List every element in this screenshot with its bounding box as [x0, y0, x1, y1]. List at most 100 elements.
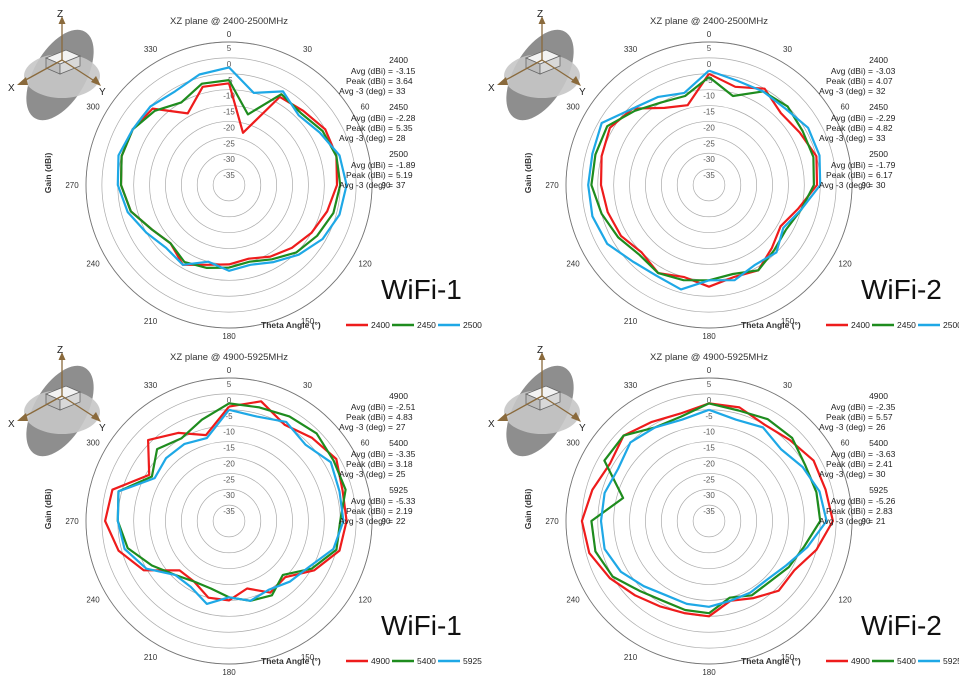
series-line-2400 [599, 72, 819, 288]
angle-tick-label: 0 [707, 30, 712, 39]
stats-value-avg3: 26 [876, 422, 886, 432]
stats-heading: 4900 [869, 391, 888, 401]
stats-heading: 2450 [389, 102, 408, 112]
stats-value-avg3: 32 [876, 86, 886, 96]
stats-label-peak: Peak (dBi) = [346, 459, 393, 469]
stats-label-peak: Peak (dBi) = [346, 170, 393, 180]
angle-tick-label: 210 [144, 317, 158, 326]
y-axis-arrow [541, 395, 577, 419]
axis-label-y: Y [99, 87, 106, 98]
axis-label-z: Z [57, 345, 63, 356]
chart-panel-1: Z X Y 5 0 -5 -10 -15 -20 -25 -30 -35 0 30 60 90 120 150 18… [0, 0, 482, 341]
grid-ring [692, 168, 726, 202]
radial-tick-label: 0 [227, 396, 232, 405]
stats-value-avg3: 22 [396, 516, 406, 526]
stats-value-peak: 2.83 [876, 506, 893, 516]
radial-tick-label: 5 [707, 44, 712, 53]
gain-axis-label: Gain (dBi) [43, 489, 53, 530]
stats-label-peak: Peak (dBi) = [826, 170, 873, 180]
radial-tick-label: -5 [705, 76, 713, 85]
radial-tick-label: -30 [703, 491, 715, 500]
angle-tick-label: 210 [624, 653, 638, 662]
chart-2-svg: Z X Y 5 0 -5 -10 -15 -20 -25 -30 -35 0 30 60 90 120 150 18… [488, 9, 959, 341]
stats-value-peak: 3.18 [396, 459, 413, 469]
series-line-2500 [116, 66, 348, 272]
orientation-icon: Z X Y [8, 345, 106, 457]
legend-label-2400: 2400 [851, 320, 870, 330]
z-arrowhead [538, 352, 546, 360]
radial-tick-label: -30 [703, 155, 715, 164]
chart-title: XZ plane @ 2400-2500MHz [170, 16, 288, 27]
stats-label-avg3: Avg -3 (deg) = [819, 133, 873, 143]
stats-value-avg: -2.51 [396, 402, 416, 412]
stats-label-avg: Avg (dBi) = [831, 66, 873, 76]
x-arrowhead [497, 413, 508, 421]
angle-tick-label: 270 [65, 517, 79, 526]
stats-value-avg: -5.26 [876, 496, 896, 506]
series-line-4900 [103, 400, 348, 602]
radial-tick-label: 0 [707, 60, 712, 69]
stats-value-avg: -2.29 [876, 113, 896, 123]
angle-tick-label: 0 [227, 366, 232, 375]
x-arrowhead [497, 77, 508, 85]
xy-plane-disk [504, 390, 580, 434]
chart-3-svg: ZX Y50-5-10-15-20-25-30-35030609012015018… [8, 345, 482, 677]
angle-tick-label: 30 [783, 381, 792, 390]
chart-panel-3: Z X Y 5 0 -5 -10 -15 -20 -25 -30 -35 0 30 60 90 120 150 18… [0, 336, 482, 677]
radial-tick-label: -35 [703, 507, 715, 516]
chart-panel-4: Z X Y 5 0 -5 -10 -15 -20 -25 -30 -35 0 30 60 90 120 150 18… [480, 336, 959, 677]
legend-label-2400: 2400 [371, 320, 390, 330]
radial-tick-label: -20 [703, 123, 715, 132]
grid-ring [629, 441, 789, 601]
angle-tick-label: 0 [227, 30, 232, 39]
axis-label-x: X [8, 83, 15, 94]
stats-value-peak: 4.82 [876, 123, 893, 133]
grid-ring [676, 152, 742, 218]
angle-tick-label: 30 [303, 381, 312, 390]
stats-value-avg: -1.89 [396, 160, 416, 170]
angle-tick-label: 60 [361, 103, 370, 112]
theta-axis-label: Theta Angle (°) [741, 656, 801, 666]
z-arrowhead [58, 16, 66, 24]
stats-value-peak: 6.17 [876, 170, 893, 180]
angle-tick-label: 150 [301, 653, 315, 662]
chart-panel-2: Z X Y 5 0 -5 -10 -15 -20 -25 -30 -35 0 30 60 90 120 150 18… [480, 0, 959, 341]
y-arrowhead [571, 76, 581, 86]
angle-tick-label: 120 [838, 596, 852, 605]
angle-tick-label: 270 [545, 517, 559, 526]
outer-ring [85, 41, 373, 329]
angle-tick-label: 270 [545, 181, 559, 190]
angle-tick-label: 0 [707, 366, 712, 375]
stats-label-peak: Peak (dBi) = [826, 123, 873, 133]
grid-ring [565, 41, 853, 329]
stats-value-avg3: 27 [396, 422, 406, 432]
stats-label-avg3: Avg -3 (deg) = [339, 180, 393, 190]
radial-tick-label: -25 [223, 139, 235, 148]
stats-label-peak: Peak (dBi) = [826, 459, 873, 469]
stats-label-peak: Peak (dBi) = [826, 76, 873, 86]
x-arrowhead [17, 77, 28, 85]
angle-tick-label: 120 [358, 260, 372, 269]
stats-label-avg: Avg (dBi) = [831, 113, 873, 123]
angle-tick-label: 210 [144, 653, 158, 662]
series-line-5925 [599, 408, 828, 608]
stats-value-peak: 2.19 [396, 506, 413, 516]
legend-label-5925: 5925 [943, 656, 959, 666]
antenna-label: WiFi-2 [861, 274, 942, 305]
stats-label-avg: Avg (dBi) = [351, 496, 393, 506]
chart-title: XZ plane @ 4900-5925MHz [650, 352, 768, 363]
stats-label-peak: Peak (dBi) = [346, 123, 393, 133]
radial-tick-label: -5 [705, 412, 713, 421]
stats-label-avg3: Avg -3 (deg) = [339, 516, 393, 526]
radial-tick-label: -30 [223, 155, 235, 164]
radial-tick-label: -10 [703, 428, 715, 437]
gain-axis-label: Gain (dBi) [43, 153, 53, 194]
stats-value-avg3: 33 [396, 86, 406, 96]
series-line-4900 [580, 402, 834, 618]
angle-tick-label: 60 [361, 439, 370, 448]
stats-heading: 2400 [389, 55, 408, 65]
orientation-icon: Z X Y [488, 345, 586, 457]
grid-ring [613, 425, 805, 617]
stats-value-avg: -3.15 [396, 66, 416, 76]
